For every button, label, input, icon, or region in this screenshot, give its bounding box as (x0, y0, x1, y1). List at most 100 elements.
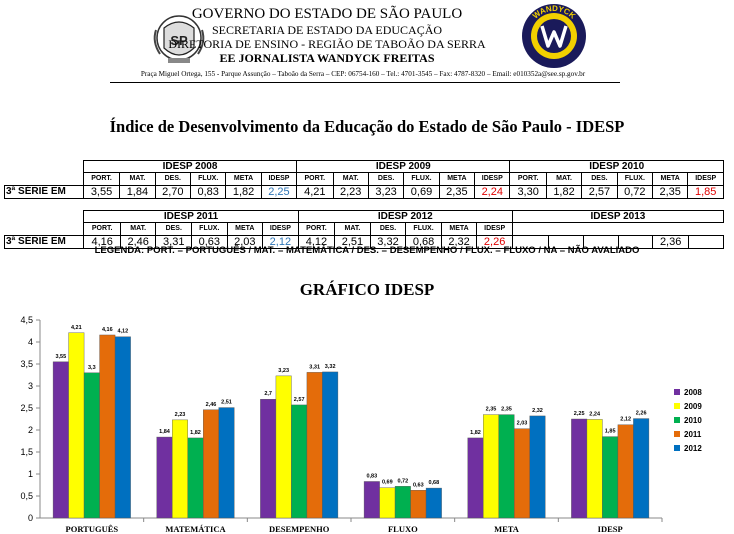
col-header: MAT. (332, 172, 369, 186)
year-header-2010: IDESP 2010 (509, 160, 724, 173)
blank-corner (5, 161, 84, 173)
bar-2012 (114, 336, 131, 519)
col-header: IDESP (262, 222, 299, 236)
legend-swatch-2008 (674, 389, 680, 395)
data-label: 4,16 (102, 327, 113, 333)
legend-label: 2011 (684, 430, 702, 439)
header-divider (110, 82, 620, 83)
bar-2008 (467, 437, 484, 519)
cell-2010-meta: 2,35 (651, 184, 689, 199)
col-header: IDESP (474, 172, 511, 186)
chart-title: GRÁFICO IDESP (299, 280, 435, 299)
school-address: Praça Miguel Ortega, 155 - Parque Assunç… (140, 70, 586, 78)
col-header: PORT. (83, 222, 121, 236)
data-label: 0,68 (428, 480, 439, 486)
idesp-bar-chart: 0 0,5 1 1,5 2 2,5 3 3,5 4 4,5 3,55 4,21 3,3 4,16 4,12 P… (20, 315, 702, 534)
header-school-name: EE JORNALISTA WANDYCK FREITAS (219, 51, 435, 65)
col-header: MAT. (119, 172, 156, 186)
data-label: 3,32 (325, 364, 336, 370)
bar-2011 (99, 334, 116, 519)
table-legend: LEGENDA: PORT. = PORTUGUÊS / MAT. = MATE… (94, 245, 640, 256)
col-header: META (651, 172, 689, 186)
col-header: IDESP (260, 172, 298, 186)
bar-2010 (602, 436, 619, 519)
col-header: DES. (369, 222, 407, 236)
data-label: 2,7 (264, 391, 272, 397)
cell-2009-mat: 2,23 (332, 184, 369, 199)
col-header: DES. (581, 172, 618, 186)
y-tick-label: 1 (28, 469, 33, 479)
data-label: 2,25 (574, 411, 585, 417)
data-label: 2,35 (501, 407, 512, 413)
col-header: META (226, 222, 264, 236)
data-label: 4,12 (117, 329, 128, 335)
legend-label: 2008 (684, 388, 702, 397)
col-header: DES. (155, 222, 193, 236)
cell-2009-port: 4,21 (296, 184, 334, 199)
year-header-2012: IDESP 2012 (297, 210, 513, 223)
x-category-label: FLUXO (388, 524, 418, 534)
col-header: IDESP (476, 222, 513, 236)
idesp-table-2008-2010: IDESP 2008 IDESP 2009 IDESP 2010 PORT. M… (4, 160, 724, 199)
data-label: 2,03 (517, 421, 528, 427)
y-tick-label: 3,5 (20, 359, 33, 369)
data-label: 2,12 (620, 417, 631, 423)
col-header: PORT. (82, 172, 121, 186)
bar-2008 (363, 481, 380, 519)
data-label: 1,85 (605, 429, 616, 435)
school-seal-logo: WANDYCK (520, 2, 588, 70)
cell-2009-idesp: 2,24 (474, 184, 511, 199)
data-label: 3,23 (278, 368, 289, 374)
cell-2008-des: 2,70 (154, 184, 191, 199)
data-label: 0,63 (413, 482, 424, 488)
cell-2013-idesp (687, 235, 725, 249)
idesp-table-2011-2013: IDESP 2011 IDESP 2012 IDESP 2013 PORT. M… (3, 210, 725, 249)
col-header: FLUX. (189, 172, 227, 186)
bar-2010 (498, 414, 515, 519)
col-header: MAT. (545, 172, 583, 186)
bar-2009 (586, 419, 603, 519)
cell-2011-des: 3,31 (155, 235, 193, 249)
header-diretoria: DIRETORIA DE ENSINO - REGIÃO DE TABOÃO D… (168, 37, 486, 51)
cell-2011-port: 4,16 (83, 235, 121, 249)
legend-label: 2010 (684, 416, 702, 425)
blank-corner (5, 211, 84, 223)
cell-2010-idesp: 1,85 (687, 184, 724, 199)
x-category-label: MATEMÁTICA (165, 524, 226, 534)
cell-2008-mat: 1,84 (119, 184, 156, 199)
bar-2010 (83, 372, 100, 519)
bar-2008 (156, 436, 173, 519)
bar-2008 (52, 361, 69, 519)
cell-2011-idesp: 2,12 (262, 235, 299, 249)
cell-2010-flux: 0,72 (616, 184, 654, 199)
row-label-serie: 3ª SÉRIE EM (4, 184, 84, 199)
x-category-label: IDESP (598, 524, 623, 534)
col-header: MAT. (119, 222, 157, 236)
bar-2011 (203, 409, 219, 519)
bar-2009 (68, 332, 85, 519)
y-tick-label: 1,5 (20, 447, 33, 457)
y-tick-label: 2,5 (20, 403, 33, 413)
y-tick-label: 4 (28, 337, 33, 347)
col-header: FLUX. (403, 172, 440, 186)
col-header: MAT. (334, 222, 371, 236)
col-header: DES. (367, 172, 405, 186)
x-category-label: DESEMPENHO (269, 524, 330, 534)
data-label: 2,46 (206, 402, 217, 408)
data-label: 1,84 (159, 429, 171, 435)
col-header: PORT. (509, 172, 547, 186)
col-header: IDESP (687, 172, 724, 186)
blank-corner (5, 223, 84, 236)
cell-2011-meta: 2,03 (226, 235, 264, 249)
x-category-label: META (494, 524, 520, 534)
data-label: 3,3 (88, 365, 96, 371)
col-header: META (438, 172, 476, 186)
data-label: 4,21 (71, 325, 82, 331)
year-header-2009: IDESP 2009 (296, 160, 511, 173)
legend-swatch-2011 (674, 431, 680, 437)
col-header: META (440, 222, 478, 236)
cell-2010-mat: 1,82 (545, 184, 583, 199)
y-tick-label: 2 (28, 425, 33, 435)
bar-2009 (379, 487, 396, 519)
col-header: PORT. (297, 222, 336, 236)
